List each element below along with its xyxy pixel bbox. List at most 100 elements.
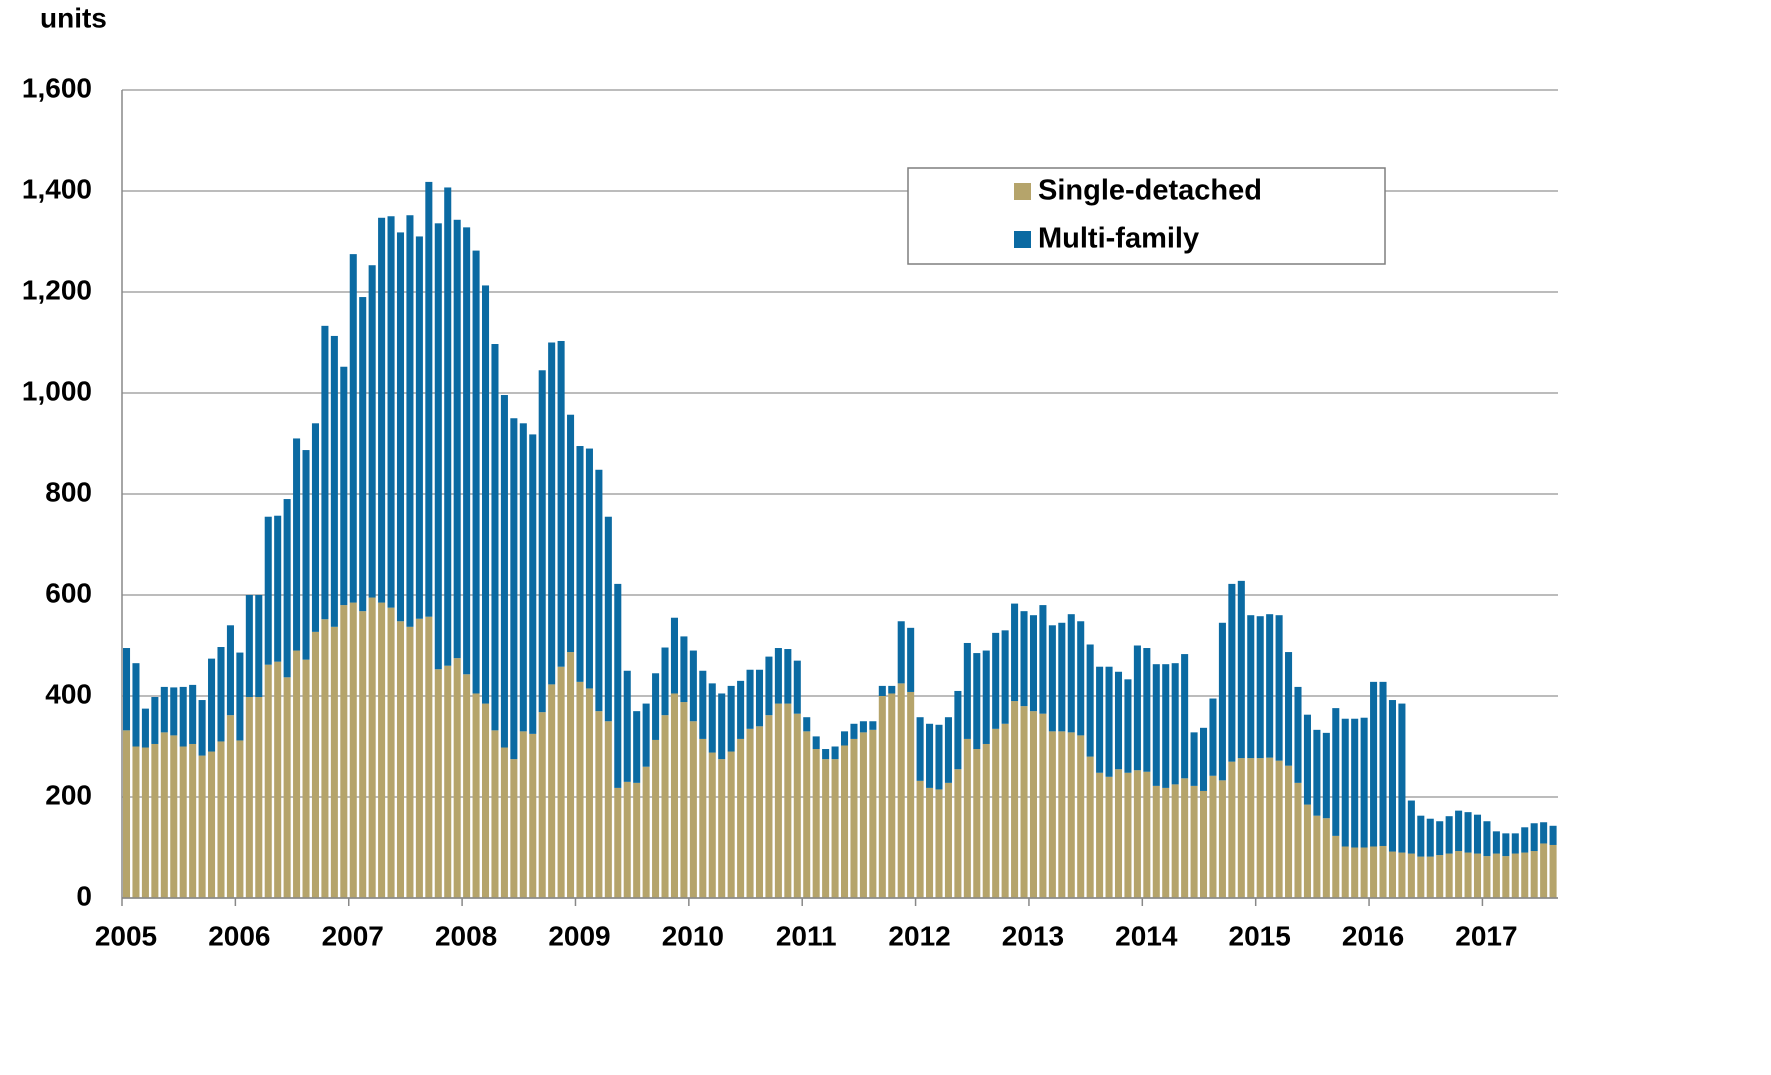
bar-segment <box>1256 758 1264 898</box>
x-tick-label: 2011 <box>776 920 837 951</box>
bar-segment <box>1341 846 1349 898</box>
bar-segment <box>1511 853 1519 898</box>
bar-segment <box>661 715 669 898</box>
bar-segment <box>368 265 376 598</box>
bar-segment <box>1200 727 1208 791</box>
bar-segment <box>1275 760 1283 898</box>
bar-segment <box>1171 663 1179 785</box>
bar-segment <box>123 648 131 731</box>
bar-segment <box>463 227 471 675</box>
bar-segment <box>1133 770 1141 898</box>
bar-segment <box>963 642 971 739</box>
bar-segment <box>1464 852 1472 898</box>
bar-segment <box>1048 625 1056 732</box>
bar-segment <box>557 340 565 667</box>
bar-segment <box>132 663 140 747</box>
bar-segment <box>321 619 329 898</box>
bar-segment <box>585 448 593 689</box>
bar-segment <box>1530 851 1538 898</box>
bar-segment <box>1011 603 1019 702</box>
bar-segment <box>189 743 197 898</box>
bar-segment <box>841 731 849 746</box>
bar-segment <box>170 735 178 898</box>
bar-segment <box>396 621 405 898</box>
x-tick-label: 2017 <box>1455 920 1517 951</box>
bar-segment <box>963 738 971 898</box>
bar-segment <box>1067 732 1075 898</box>
bar-segment <box>888 685 896 694</box>
legend: Single-detached Multi-family <box>907 167 1386 265</box>
bar-segment <box>859 732 867 898</box>
x-tick-label: 2013 <box>1002 920 1064 951</box>
bar-segment <box>784 703 792 898</box>
bar-segment <box>822 749 830 760</box>
bar-segment <box>472 693 480 898</box>
bar-segment <box>1492 853 1500 898</box>
bar-segment <box>623 781 631 898</box>
bar-segment <box>793 660 801 714</box>
bar-segment <box>321 325 329 620</box>
bar-segment <box>1521 852 1529 898</box>
bar-segment <box>614 583 622 788</box>
bar-segment <box>812 749 820 898</box>
legend-label: Multi-family <box>1038 223 1199 255</box>
bar-segment <box>897 621 905 684</box>
bar-segment <box>1181 654 1189 779</box>
bar-segment <box>1549 825 1557 845</box>
bar-segment <box>1436 821 1444 856</box>
bar-segment <box>831 759 839 898</box>
bar-segment <box>1455 810 1463 852</box>
bar-segment <box>982 650 990 744</box>
bar-segment <box>727 751 735 898</box>
bar-segment <box>869 729 877 898</box>
bar-segment <box>226 625 234 716</box>
bar-segment <box>1237 580 1245 759</box>
bar-segment <box>1096 772 1104 898</box>
bar-segment <box>264 516 272 665</box>
bar-segment <box>1360 847 1368 898</box>
bar-segment <box>302 450 310 660</box>
y-tick-label: 600 <box>45 577 92 608</box>
y-tick-label: 1,000 <box>22 375 92 406</box>
bar-segment <box>746 669 754 729</box>
bar-segment <box>1124 772 1132 898</box>
bar-segment <box>633 782 641 898</box>
bar-segment <box>774 703 782 898</box>
y-tick-label: 400 <box>45 678 92 709</box>
bar-segment <box>614 787 622 898</box>
bar-segment <box>1209 775 1217 898</box>
bar-segment <box>954 769 962 898</box>
bar-segment <box>141 747 149 898</box>
bar-segment <box>1152 785 1160 898</box>
bar-segment <box>1001 723 1009 898</box>
bar-segment <box>208 658 216 752</box>
bar-segment <box>916 717 924 781</box>
bar-segment <box>1190 785 1198 898</box>
bar-segment <box>444 187 452 666</box>
bar-segment <box>907 627 915 692</box>
bar-segment <box>567 652 575 898</box>
bar-segment <box>340 366 348 606</box>
bar-segment <box>1502 833 1510 857</box>
bar-segment <box>1020 611 1028 707</box>
bar-segment <box>179 686 187 747</box>
bar-segment <box>463 674 471 898</box>
bar-segment <box>1228 583 1236 762</box>
bar-segment <box>293 650 301 898</box>
bar-segment <box>746 728 754 898</box>
bar-segment <box>765 656 773 716</box>
bar-segment <box>1237 758 1245 898</box>
bar-segment <box>151 743 159 898</box>
bar-segment <box>680 636 688 703</box>
bar-segment <box>992 728 1000 898</box>
bar-segment <box>1285 765 1293 898</box>
bar-segment <box>737 680 745 739</box>
bar-segment <box>510 418 518 760</box>
bar-segment <box>359 297 367 612</box>
bar-segment <box>1294 782 1302 898</box>
bar-segment <box>878 696 886 898</box>
bar-segment <box>529 733 537 898</box>
bar-segment <box>1275 615 1283 761</box>
bar-segment <box>1266 757 1274 898</box>
bar-segment <box>803 717 811 732</box>
